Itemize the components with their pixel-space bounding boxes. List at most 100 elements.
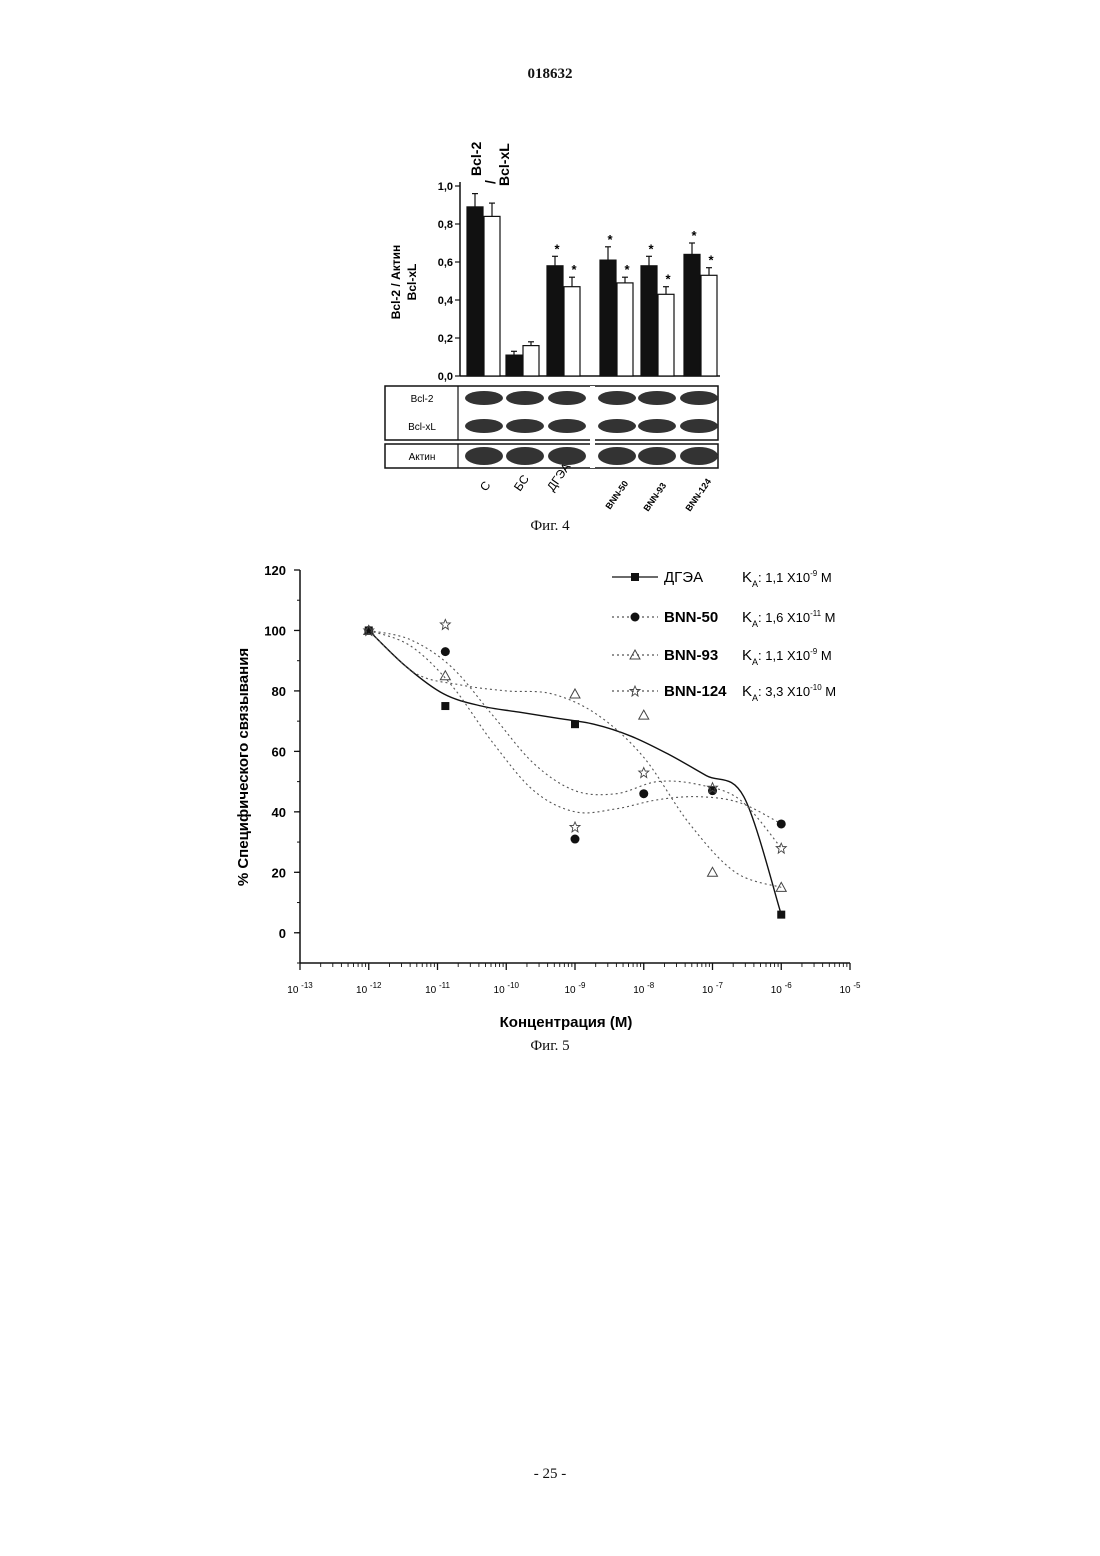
bar-bcl2 xyxy=(506,355,522,376)
bar-bclxl xyxy=(658,294,674,376)
blot-band xyxy=(638,447,676,465)
figure-4-bar-chart: 0,00,20,40,60,81,0Bcl-2 / АктинBcl-xLBcl… xyxy=(0,0,1100,540)
bar-bclxl xyxy=(701,275,717,376)
blot-band xyxy=(598,391,636,405)
blot-band xyxy=(506,391,544,405)
blot-band xyxy=(548,391,586,405)
y-axis-label-line2: Bcl-xL xyxy=(405,264,419,301)
blot-band xyxy=(680,419,718,433)
blot-gap xyxy=(590,386,595,468)
blot-band xyxy=(548,419,586,433)
significance-mark: * xyxy=(648,241,654,256)
legend-name: BNN-124 xyxy=(664,683,727,700)
legend-kd: KA: 1,6 X10-11 M xyxy=(742,609,836,629)
blot-band xyxy=(506,419,544,433)
data-point-bnn-50 xyxy=(571,835,580,844)
blot-band xyxy=(680,391,718,405)
legend-kd: KA: 1,1 X10-9 M xyxy=(742,569,832,589)
blot-band xyxy=(598,447,636,465)
blot-row-label: Bcl-xL xyxy=(408,422,436,433)
significance-mark: * xyxy=(607,232,613,247)
y-tick-label: 0,8 xyxy=(438,219,453,231)
blot-band xyxy=(598,419,636,433)
category-label: BNN-124 xyxy=(683,477,713,513)
x-axis-label: Концентрация (М) xyxy=(500,1014,633,1031)
y-tick-label: 0,6 xyxy=(438,257,453,269)
legend-marker xyxy=(631,613,640,622)
x-tick-label: 10 -12 xyxy=(356,981,382,996)
significance-mark: * xyxy=(554,241,560,256)
category-label: БС xyxy=(511,472,532,494)
figure-5-binding-chart: 02040608010012010 -1310 -1210 -1110 -101… xyxy=(0,545,1100,1045)
data-point-дгэа xyxy=(441,702,449,710)
blot-band xyxy=(680,447,718,465)
x-tick-label: 10 -5 xyxy=(839,981,861,996)
legend-name: BNN-93 xyxy=(664,647,718,664)
x-tick-label: 10 -7 xyxy=(702,981,724,996)
category-label: ДГЭА xyxy=(544,460,573,494)
bar-bclxl xyxy=(484,216,500,376)
legend-marker xyxy=(630,686,640,696)
y-axis-label: % Специфического связывания xyxy=(235,648,252,886)
significance-mark: * xyxy=(665,272,671,287)
data-point-дгэа xyxy=(777,911,785,919)
x-tick-label: 10 -6 xyxy=(771,981,793,996)
y-tick-label: 0,4 xyxy=(438,295,454,307)
data-point-bnn-50 xyxy=(777,819,786,828)
curve-дгэа xyxy=(369,631,782,915)
blot-band xyxy=(506,447,544,465)
category-label: BNN-50 xyxy=(603,479,630,511)
y-tick-label: 120 xyxy=(264,563,286,578)
y-tick-label: 100 xyxy=(264,623,286,638)
y-tick-label: 80 xyxy=(272,684,286,699)
x-tick-label: 10 -9 xyxy=(564,981,586,996)
significance-mark: * xyxy=(571,262,577,277)
significance-mark: * xyxy=(691,228,697,243)
y-tick-label: 20 xyxy=(272,865,286,880)
bar-bcl2 xyxy=(600,260,616,376)
bar-bclxl xyxy=(523,346,539,376)
bar-bclxl xyxy=(617,283,633,376)
legend-kd: KA: 3,3 X10-10 M xyxy=(742,683,836,703)
category-label: С xyxy=(477,478,494,493)
curve-bnn-93 xyxy=(369,631,782,888)
y-tick-label: 1,0 xyxy=(438,181,453,193)
x-tick-label: 10 -11 xyxy=(425,981,450,996)
significance-mark: * xyxy=(708,253,714,268)
x-tick-label: 10 -13 xyxy=(287,981,313,996)
blot-band xyxy=(548,447,586,465)
blot-band xyxy=(465,391,503,405)
blot-band xyxy=(465,447,503,465)
y-tick-label: 0,0 xyxy=(438,371,453,383)
legend-bclxl: Bcl-xL xyxy=(496,143,512,186)
x-tick-label: 10 -8 xyxy=(633,981,655,996)
bar-bcl2 xyxy=(467,207,483,376)
data-point-bnn-124 xyxy=(776,843,786,853)
legend-kd: KA: 1,1 X10-9 M xyxy=(742,647,832,667)
data-point-bnn-124 xyxy=(570,822,580,832)
legend-name: ДГЭА xyxy=(664,569,703,586)
y-tick-label: 60 xyxy=(272,744,286,759)
data-point-bnn-50 xyxy=(441,647,450,656)
blot-row-label: Bcl-2 xyxy=(411,394,434,405)
data-point-bnn-50 xyxy=(639,789,648,798)
legend-name: BNN-50 xyxy=(664,609,718,626)
bar-bclxl xyxy=(564,287,580,376)
category-label: BNN-93 xyxy=(641,481,668,513)
data-point-дгэа xyxy=(571,720,579,728)
y-tick-label: 0,2 xyxy=(438,333,453,345)
significance-mark: * xyxy=(624,262,630,277)
legend-bcl2: Bcl-2 xyxy=(468,142,484,176)
y-tick-label: 40 xyxy=(272,805,286,820)
data-point-bnn-124 xyxy=(440,619,450,629)
data-point-bnn-93 xyxy=(708,867,718,876)
x-tick-label: 10 -10 xyxy=(494,981,520,996)
blot-band xyxy=(465,419,503,433)
y-axis-label-line1: Bcl-2 / Актин xyxy=(389,245,403,320)
figure-5-caption: Фиг. 5 xyxy=(0,1038,1100,1055)
bar-bcl2 xyxy=(641,266,657,376)
blot-band xyxy=(638,391,676,405)
blot-band xyxy=(638,419,676,433)
bar-bcl2 xyxy=(547,266,563,376)
data-point-bnn-124 xyxy=(639,768,649,778)
